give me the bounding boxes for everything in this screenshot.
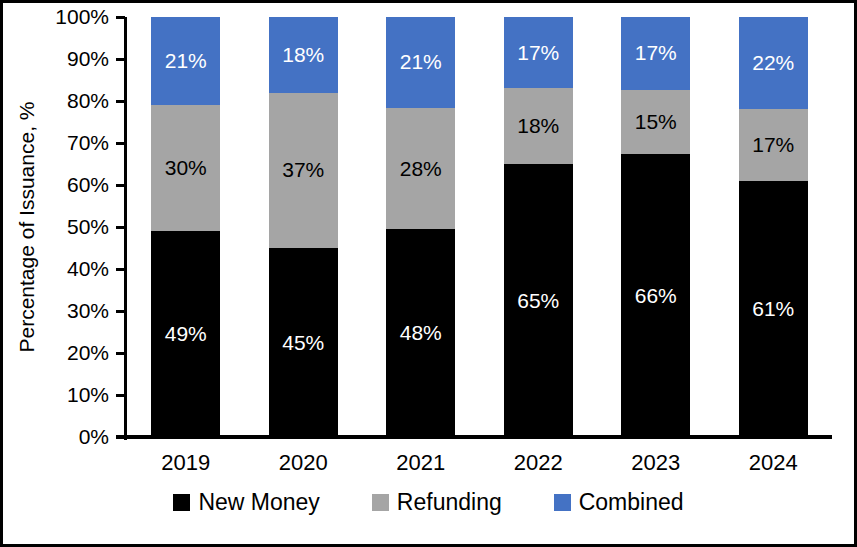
segment-2021-new-money: 48% bbox=[386, 229, 455, 437]
segment-value-label: 48% bbox=[400, 321, 442, 345]
segment-value-label: 18% bbox=[282, 43, 324, 67]
segment-2022-combined: 17% bbox=[504, 17, 573, 88]
segment-2020-combined: 18% bbox=[269, 17, 338, 93]
segment-value-label: 30% bbox=[165, 156, 207, 180]
segment-2022-new-money: 65% bbox=[504, 164, 573, 437]
y-tick-mark-10 bbox=[116, 394, 125, 397]
legend-item-new-money: New Money bbox=[173, 489, 319, 516]
legend-label: Combined bbox=[579, 489, 684, 516]
x-category-label-2023: 2023 bbox=[597, 450, 714, 476]
segment-2019-combined: 21% bbox=[151, 17, 220, 105]
bar-2022: 17% 18% 65% bbox=[504, 17, 573, 437]
y-tick-mark-40 bbox=[116, 268, 125, 271]
bar-2020: 18% 37% 45% bbox=[269, 17, 338, 437]
y-tick-mark-30 bbox=[116, 310, 125, 313]
plot-area: 21%30%49%18%37%45%21%28%48%17%18%65%17%1… bbox=[127, 17, 832, 437]
segment-2023-combined: 17% bbox=[621, 17, 690, 90]
y-tick-mark-80 bbox=[116, 100, 125, 103]
y-tick-label-70: 70% bbox=[67, 131, 109, 155]
segment-value-label: 45% bbox=[282, 331, 324, 355]
segment-value-label: 66% bbox=[635, 284, 677, 308]
x-category-label-2019: 2019 bbox=[127, 450, 244, 476]
stacked-bar-chart-figure: Percentage of Issuance, % 0%10%20%30%40%… bbox=[0, 0, 857, 547]
legend-swatch-icon bbox=[173, 494, 190, 511]
segment-2020-refunding: 37% bbox=[269, 93, 338, 248]
bar-2023: 17% 15% 66% bbox=[621, 17, 690, 437]
segment-value-label: 49% bbox=[165, 322, 207, 346]
x-category-label-2024: 2024 bbox=[715, 450, 832, 476]
segment-2021-refunding: 28% bbox=[386, 108, 455, 229]
y-tick-label-40: 40% bbox=[67, 257, 109, 281]
segment-2021-combined: 21% bbox=[386, 17, 455, 108]
segment-value-label: 28% bbox=[400, 157, 442, 181]
bar-2019: 21% 30% 49% bbox=[151, 17, 220, 437]
y-tick-label-80: 80% bbox=[67, 89, 109, 113]
y-tick-mark-70 bbox=[116, 142, 125, 145]
y-tick-label-100: 100% bbox=[55, 5, 109, 29]
legend-label: Refunding bbox=[397, 489, 502, 516]
legend: New Money Refunding Combined bbox=[3, 489, 854, 516]
x-category-label-2020: 2020 bbox=[245, 450, 362, 476]
x-category-label-2022: 2022 bbox=[480, 450, 597, 476]
segment-value-label: 17% bbox=[752, 133, 794, 157]
segment-2024-combined: 22% bbox=[739, 17, 808, 109]
segment-2023-refunding: 15% bbox=[621, 90, 690, 154]
y-tick-mark-20 bbox=[116, 352, 125, 355]
segment-value-label: 21% bbox=[165, 49, 207, 73]
segment-value-label: 61% bbox=[752, 297, 794, 321]
y-tick-mark-0 bbox=[116, 436, 125, 439]
legend-swatch-icon bbox=[372, 494, 389, 511]
y-tick-label-90: 90% bbox=[67, 47, 109, 71]
y-tick-label-60: 60% bbox=[67, 173, 109, 197]
y-tick-mark-100 bbox=[116, 16, 125, 19]
segment-value-label: 37% bbox=[282, 158, 324, 182]
legend-label: New Money bbox=[198, 489, 319, 516]
y-tick-label-20: 20% bbox=[67, 341, 109, 365]
y-tick-label-10: 10% bbox=[67, 383, 109, 407]
bar-2021: 21% 28% 48% bbox=[386, 17, 455, 437]
legend-item-refunding: Refunding bbox=[372, 489, 502, 516]
segment-2024-refunding: 17% bbox=[739, 109, 808, 180]
y-tick-mark-50 bbox=[116, 226, 125, 229]
segment-2019-refunding: 30% bbox=[151, 105, 220, 231]
segment-value-label: 21% bbox=[400, 50, 442, 74]
x-axis-category-labels: 201920202021202220232024 bbox=[127, 450, 832, 476]
y-tick-mark-60 bbox=[116, 184, 125, 187]
legend-item-combined: Combined bbox=[554, 489, 684, 516]
segment-2023-new-money: 66% bbox=[621, 154, 690, 437]
bars-container: 21%30%49%18%37%45%21%28%48%17%18%65%17%1… bbox=[127, 17, 832, 437]
segment-value-label: 15% bbox=[635, 110, 677, 134]
segment-2019-new-money: 49% bbox=[151, 231, 220, 437]
bar-2024: 22% 17% 61% bbox=[739, 17, 808, 437]
y-tick-label-30: 30% bbox=[67, 299, 109, 323]
y-axis-tick-labels: 0%10%20%30%40%50%60%70%80%90%100% bbox=[3, 17, 113, 437]
y-tick-label-50: 50% bbox=[67, 215, 109, 239]
segment-value-label: 17% bbox=[635, 41, 677, 65]
segment-2024-new-money: 61% bbox=[739, 181, 808, 437]
segment-value-label: 22% bbox=[752, 51, 794, 75]
segment-2020-new-money: 45% bbox=[269, 248, 338, 437]
x-category-label-2021: 2021 bbox=[362, 450, 479, 476]
segment-value-label: 65% bbox=[517, 289, 559, 313]
segment-value-label: 18% bbox=[517, 114, 559, 138]
y-tick-label-0: 0% bbox=[79, 425, 109, 449]
y-tick-mark-90 bbox=[116, 58, 125, 61]
segment-2022-refunding: 18% bbox=[504, 88, 573, 164]
segment-value-label: 17% bbox=[517, 41, 559, 65]
legend-swatch-icon bbox=[554, 494, 571, 511]
